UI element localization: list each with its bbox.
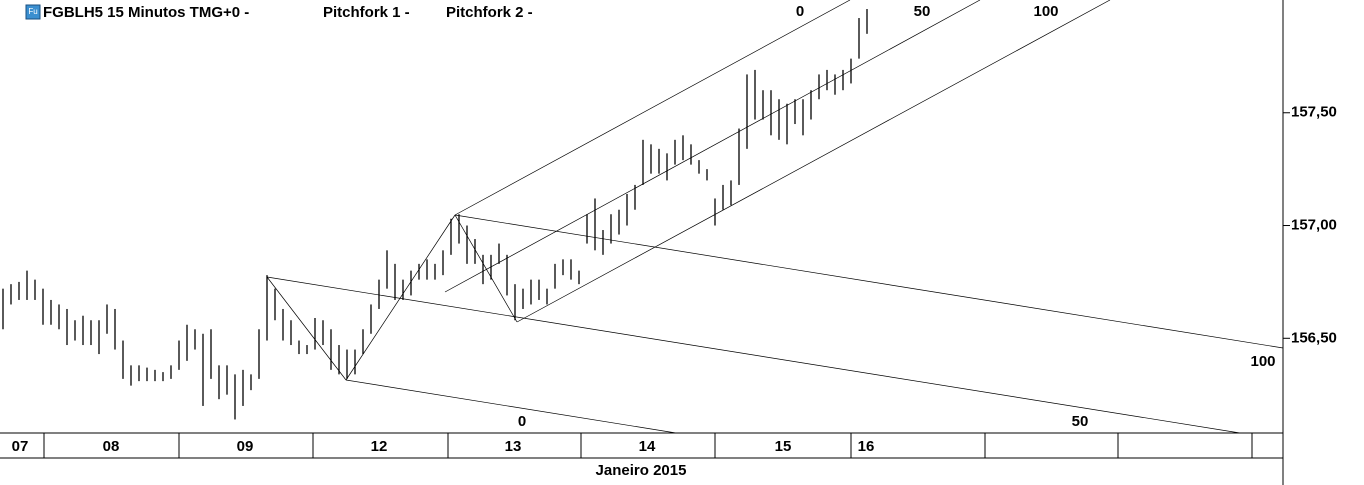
pitchfork (266, 214, 1284, 434)
pitchfork-line (454, 214, 1284, 349)
pitchfork-level: 0 (518, 413, 526, 430)
pitchfork (345, 0, 1111, 381)
study-name: Pitchfork 2 - (446, 4, 533, 21)
x-tick-label: 14 (639, 438, 656, 455)
x-tick-label: 13 (505, 438, 522, 455)
icon-label: Fu (28, 7, 37, 16)
y-tick-label: 157,50 (1291, 104, 1337, 121)
pitchfork-level: 0 (796, 3, 804, 20)
symbol-icon (25, 4, 41, 20)
x-tick-label: 15 (775, 438, 792, 455)
pitchfork-line (444, 0, 981, 293)
pitchfork-handle (454, 214, 518, 323)
chart-title: FGBLH5 15 Minutos TMG+0 - (43, 4, 249, 21)
pitchfork-line (516, 0, 1111, 323)
pitchfork-line (345, 379, 677, 434)
pitchfork-level: 50 (914, 3, 931, 20)
pitchfork-handle (266, 276, 347, 381)
pitchfork-level: 100 (1250, 353, 1275, 370)
x-tick-label: 12 (371, 438, 388, 455)
pitchfork-line (454, 0, 851, 216)
x-tick-label: 08 (103, 438, 120, 455)
x-tick-label: 16 (858, 438, 875, 455)
study-name: Pitchfork 1 - (323, 4, 410, 21)
y-tick-label: 156,50 (1291, 329, 1337, 346)
pitchfork-level: 50 (1072, 413, 1089, 430)
x-tick-label: 07 (12, 438, 29, 455)
y-tick-label: 157,00 (1291, 216, 1337, 233)
x-axis-label: Janeiro 2015 (596, 462, 687, 479)
pitchfork-line (266, 276, 1241, 434)
pitchfork-level: 100 (1033, 3, 1058, 20)
pitchfork-handle (345, 214, 456, 381)
x-tick-label: 09 (237, 438, 254, 455)
